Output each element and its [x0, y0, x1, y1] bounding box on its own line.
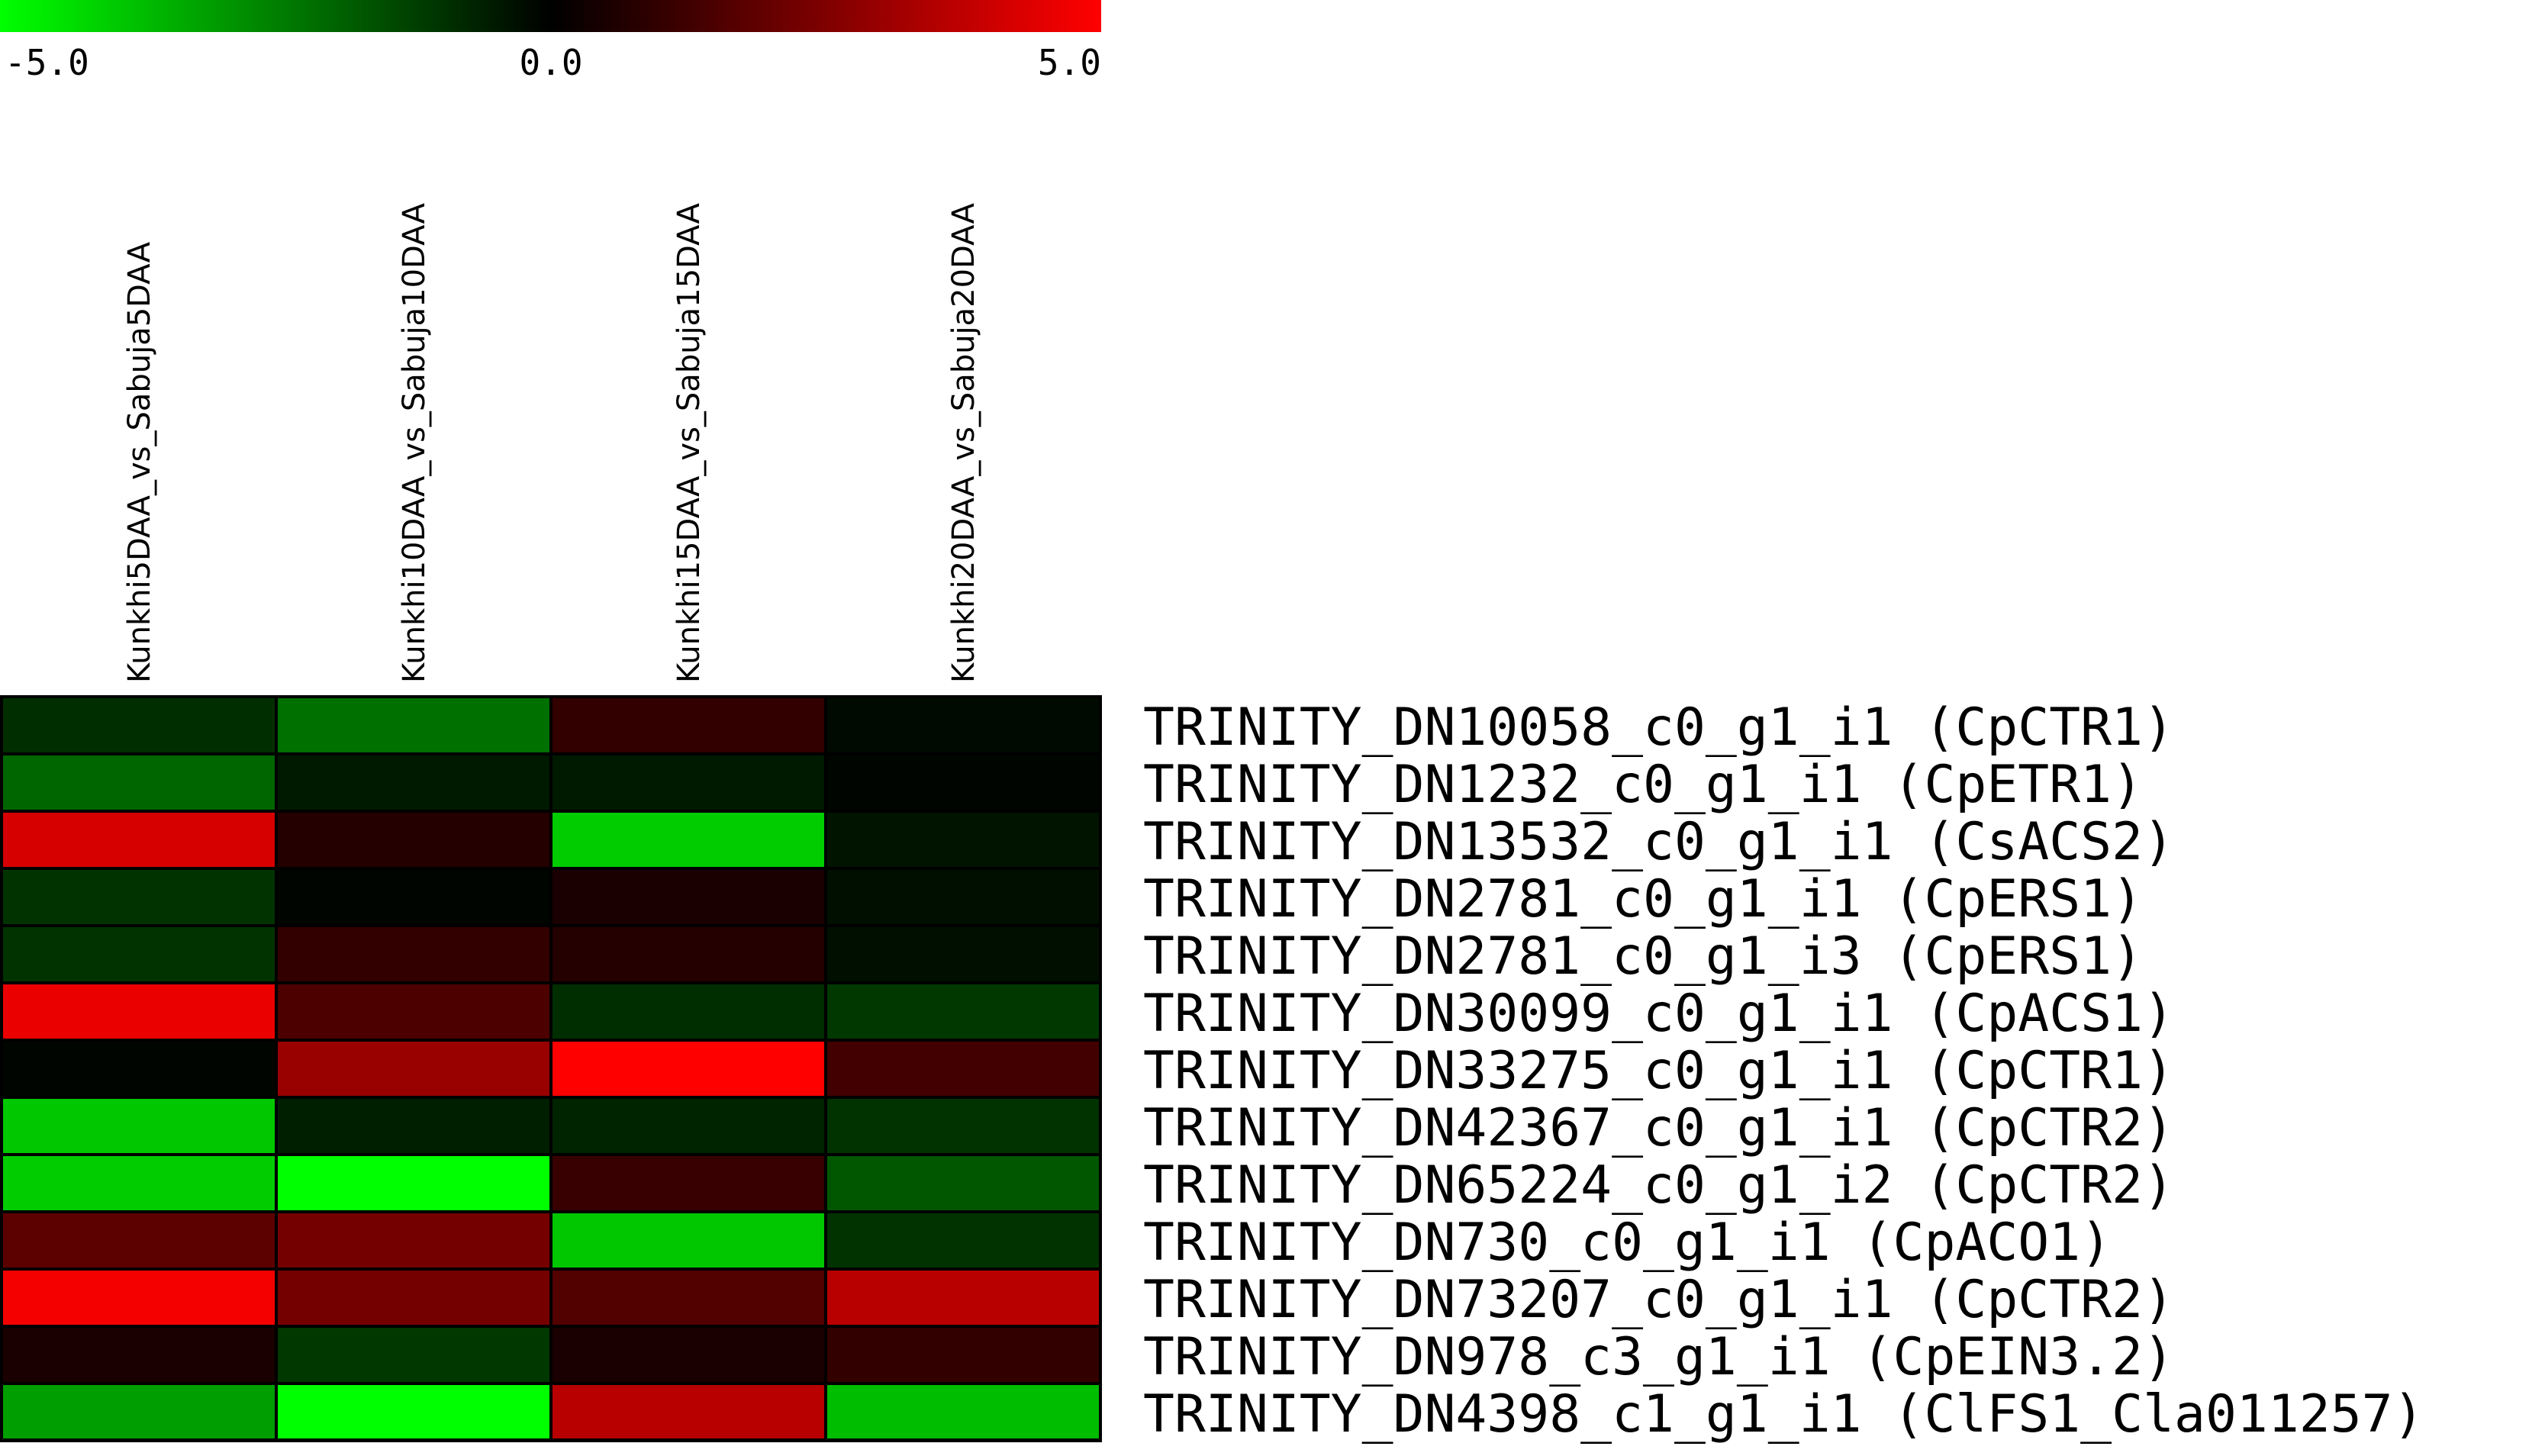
row-labels: TRINITY_DN10058_c0_g1_i1 (CpCTR1)TRINITY… [1143, 697, 2424, 1445]
row-label: TRINITY_DN30099_c0_g1_i1 (CpACS1) [1143, 984, 2174, 1044]
color-scale-bar [0, 0, 1101, 32]
heatmap-cell [0, 1268, 278, 1328]
heatmap-cell [549, 1096, 827, 1156]
row-label: TRINITY_DN10058_c0_g1_i1 (CpCTR1) [1143, 697, 2174, 758]
heatmap-cell [0, 1096, 278, 1156]
heatmap-cell [549, 1153, 827, 1213]
scale-min-label: -5.0 [5, 42, 89, 83]
column-labels: Kunkhi5DAA_vs_Sabuja5DAA Kunkhi10DAA_vs_S… [122, 202, 981, 683]
heatmap-cell [0, 1325, 278, 1385]
heatmap-cell [275, 981, 552, 1042]
heatmap-cell [549, 695, 827, 755]
color-scale-legend: -5.0 0.0 5.0 [0, 0, 1101, 83]
heatmap-cell [549, 1382, 827, 1442]
row-label: TRINITY_DN1232_c0_g1_i1 (CpETR1) [1143, 755, 2143, 815]
row-label: TRINITY_DN2781_c0_g1_i3 (CpERS1) [1143, 926, 2143, 987]
scale-max-label: 5.0 [1038, 42, 1101, 83]
heatmap-cell [0, 1039, 278, 1099]
row-label: TRINITY_DN42367_c0_g1_i1 (CpCTR2) [1143, 1098, 2174, 1158]
heatmap-cell [824, 1039, 1102, 1099]
heatmap-cells [0, 695, 1102, 1442]
heatmap-cell [824, 752, 1102, 813]
heatmap-cell [549, 1210, 827, 1271]
heatmap-cell [824, 924, 1102, 984]
scale-mid-label: 0.0 [519, 42, 582, 83]
heatmap-cell [824, 1153, 1102, 1213]
heatmap-cell [275, 1153, 552, 1213]
heatmap-cell [549, 981, 827, 1042]
row-label: TRINITY_DN4398_c1_g1_i1 (ClFS1_Cla011257… [1143, 1384, 2424, 1445]
heatmap-cell [0, 1382, 278, 1442]
heatmap-cell [824, 1096, 1102, 1156]
heatmap-border [0, 695, 1102, 1442]
heatmap-cell [275, 752, 552, 813]
heatmap-cell [0, 924, 278, 984]
heatmap-cell [0, 981, 278, 1042]
row-label: TRINITY_DN978_c3_g1_i1 (CpEIN3.2) [1143, 1327, 2174, 1387]
heatmap-cell [549, 810, 827, 870]
heatmap-cell [824, 695, 1102, 755]
heatmap-cell [549, 752, 827, 813]
heatmap-cell [824, 981, 1102, 1042]
heatmap-cell [824, 1382, 1102, 1442]
heatmap-cell [0, 1210, 278, 1271]
heatmap-cell [275, 1325, 552, 1385]
heatmap-cell [549, 1268, 827, 1328]
heatmap-cell [824, 810, 1102, 870]
column-label: Kunkhi15DAA_vs_Sabuja15DAA [672, 202, 707, 683]
column-label: Kunkhi10DAA_vs_Sabuja10DAA [397, 202, 432, 683]
column-label: Kunkhi20DAA_vs_Sabuja20DAA [946, 202, 981, 683]
row-label: TRINITY_DN13532_c0_g1_i1 (CsACS2) [1143, 812, 2174, 872]
heatmap-cell [275, 1268, 552, 1328]
heatmap-cell [275, 867, 552, 927]
row-label: TRINITY_DN2781_c0_g1_i1 (CpERS1) [1143, 869, 2143, 929]
heatmap-cell [275, 1096, 552, 1156]
column-label: Kunkhi5DAA_vs_Sabuja5DAA [122, 241, 157, 683]
heatmap-cell [549, 867, 827, 927]
heatmap-cell [0, 810, 278, 870]
heatmap-cell [275, 695, 552, 755]
heatmap-cell [275, 810, 552, 870]
heatmap-cell [824, 1268, 1102, 1328]
heatmap-cell [549, 924, 827, 984]
row-label: TRINITY_DN73207_c0_g1_i1 (CpCTR2) [1143, 1270, 2174, 1330]
row-label: TRINITY_DN730_c0_g1_i1 (CpACO1) [1143, 1213, 2112, 1273]
heatmap-cell [275, 924, 552, 984]
heatmap-cell [0, 1153, 278, 1213]
heatmap-cell [275, 1039, 552, 1099]
heatmap-cell [824, 1325, 1102, 1385]
heatmap-cell [549, 1039, 827, 1099]
heatmap-cell [0, 867, 278, 927]
heatmap-cell [275, 1210, 552, 1271]
row-label: TRINITY_DN33275_c0_g1_i1 (CpCTR1) [1143, 1041, 2174, 1101]
heatmap-cell [275, 1382, 552, 1442]
heatmap-cell [549, 1325, 827, 1385]
heatmap-cell [824, 867, 1102, 927]
row-label: TRINITY_DN65224_c0_g1_i2 (CpCTR2) [1143, 1155, 2174, 1216]
heatmap-cell [824, 1210, 1102, 1271]
heatmap-cell [0, 695, 278, 755]
heatmap-cell [0, 752, 278, 813]
